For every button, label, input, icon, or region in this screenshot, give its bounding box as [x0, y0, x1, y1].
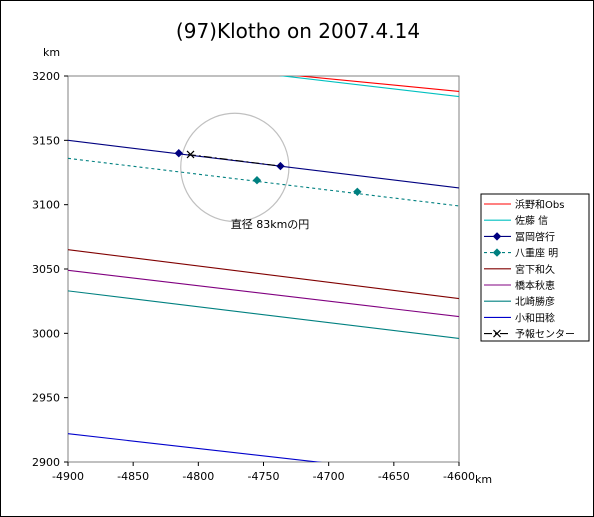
y-tick-label: 2950 — [32, 392, 60, 405]
legend-label: 佐藤 信 — [515, 215, 548, 227]
legend-label: 小和田稔 — [515, 311, 555, 324]
x-tick-label: -4850 — [117, 470, 149, 483]
legend-label: 橋本秋恵 — [515, 279, 555, 292]
annotation-label: 直径 83kmの円 — [231, 217, 310, 231]
y-tick-label: 3150 — [32, 134, 60, 147]
series-marker-2 — [174, 148, 183, 158]
legend-marker — [492, 232, 502, 241]
x-axis-title: km — [475, 473, 493, 486]
legend-label: 北崎勝彦 — [515, 295, 555, 308]
series-line-1 — [278, 76, 459, 98]
y-axis-title: km — [43, 46, 61, 59]
y-tick-label: 3200 — [32, 70, 60, 83]
legend-marker — [493, 329, 501, 338]
legend-label: 浜野和Obs — [515, 199, 564, 211]
series-line-4 — [68, 249, 459, 300]
x-tick-label: -4600 — [443, 470, 475, 483]
legend-label: 予報センター — [515, 329, 575, 341]
y-tick-label: 2900 — [32, 456, 60, 469]
y-tick-label: 3050 — [32, 263, 60, 276]
plot-series-group — [68, 76, 459, 462]
legend-label: 八重座 明 — [515, 247, 558, 260]
x-tick-label: -4800 — [182, 470, 214, 483]
y-tick-label: 3000 — [32, 327, 60, 340]
series-marker-3 — [252, 176, 262, 185]
series-marker-2 — [276, 161, 285, 171]
series-line-5 — [68, 269, 459, 318]
legend-label: 冨岡啓行 — [515, 230, 555, 243]
series-line-7 — [68, 433, 323, 462]
series-marker-8 — [186, 150, 195, 159]
plot-area — [67, 75, 460, 463]
legend-marker — [492, 248, 502, 257]
y-tick-label: 3100 — [32, 199, 60, 212]
chart-title: (97)Klotho on 2007.4.14 — [175, 19, 421, 43]
legend-label: 宮下和久 — [515, 263, 555, 276]
x-tick-label: -4900 — [52, 470, 84, 483]
series-line-6 — [68, 290, 459, 340]
series-marker-3 — [353, 187, 362, 197]
x-tick-label: -4650 — [378, 470, 410, 483]
series-line-0 — [294, 76, 459, 92]
x-tick-label: -4750 — [248, 470, 280, 483]
legend-box — [480, 193, 590, 342]
x-tick-label: -4700 — [313, 470, 345, 483]
